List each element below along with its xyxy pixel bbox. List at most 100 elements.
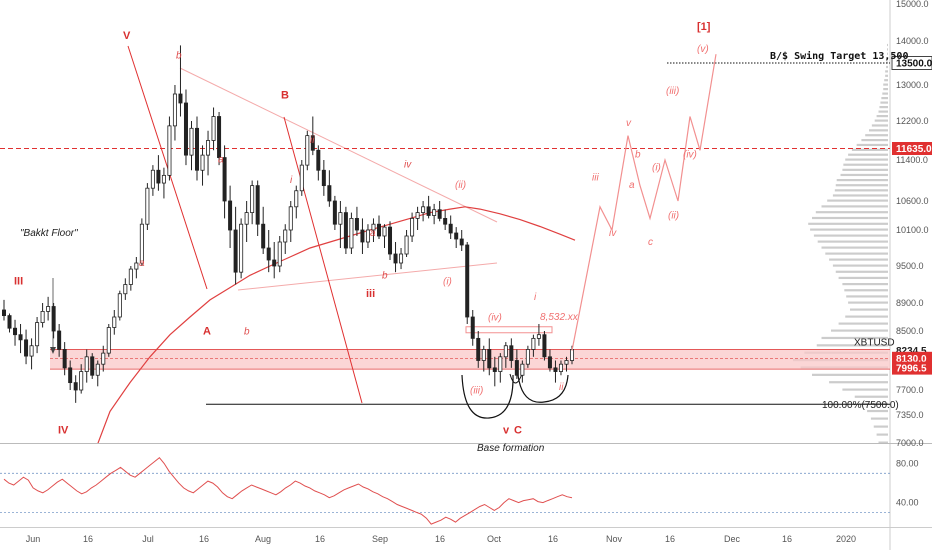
price-tag-0: 13500.0	[891, 56, 932, 70]
candle-68	[376, 215, 381, 239]
volume-bar-6	[854, 395, 888, 398]
volume-bar-67	[887, 52, 888, 55]
volume-bar-30	[813, 234, 888, 237]
annotation-10: a	[139, 258, 145, 269]
candle-4	[24, 329, 29, 365]
candle-39	[217, 112, 222, 166]
candle-26	[145, 183, 150, 230]
volume-bar-44	[845, 158, 888, 161]
candle-80	[443, 209, 448, 230]
candle-57	[316, 145, 321, 181]
volume-bar-64	[886, 65, 888, 69]
annotation-20: (iii)	[470, 386, 483, 397]
candle-41	[228, 185, 233, 248]
volume-bar-49	[865, 134, 888, 137]
annotation-21: ii	[559, 382, 564, 393]
annotation-27: [1]	[697, 21, 711, 33]
x-tick-0: Jun	[26, 534, 41, 544]
volume-bar-38	[834, 189, 888, 192]
volume-bar-26	[829, 258, 888, 261]
volume-bar-0	[878, 441, 888, 443]
candle-84	[465, 242, 470, 324]
candle-100	[553, 360, 558, 383]
candle-63	[349, 212, 354, 254]
candle-54	[299, 160, 304, 196]
x-tick-7: 16	[435, 534, 445, 544]
price-axis[interactable]: 15000.0 14000.0 13000.0 12200.0 11400.0 10600…	[896, 0, 929, 448]
y-tick-8: 8900.0	[896, 298, 924, 308]
annotation-23: v	[503, 424, 510, 436]
y-tick-5: 10600.0	[896, 196, 929, 206]
indicator-pane: 80.00 40.00	[0, 457, 919, 525]
candle-82	[454, 227, 459, 248]
x-tick-4: Aug	[255, 534, 271, 544]
volume-bar-18	[850, 308, 888, 311]
candle-29	[161, 167, 166, 199]
volume-bar-35	[821, 205, 888, 208]
x-tick-6: Sep	[372, 534, 388, 544]
volume-bar-9	[812, 373, 888, 376]
annotation-37: iv	[609, 228, 617, 239]
volume-bar-3	[870, 417, 888, 420]
annotation-22: IV	[58, 424, 69, 436]
triangle-upper-line	[179, 67, 498, 223]
candle-53	[294, 185, 299, 219]
volume-bar-21	[844, 289, 888, 292]
candle-95	[525, 345, 530, 368]
x-tick-2: Jul	[142, 534, 154, 544]
annotation-12: b	[382, 270, 388, 281]
candle-93	[514, 349, 519, 379]
annotation-8: "Bakkt Floor"	[20, 228, 78, 239]
y-tick-7: 9500.0	[896, 261, 924, 271]
candle-9	[51, 303, 56, 339]
support-zone	[50, 349, 890, 370]
candle-81	[448, 215, 453, 239]
candle-23	[128, 266, 133, 291]
ma-line	[97, 206, 576, 443]
candle-78	[432, 203, 437, 225]
candle-69	[382, 224, 387, 248]
volume-bar-4	[867, 409, 888, 413]
volume-bar-17	[845, 315, 888, 318]
time-axis[interactable]: Jun 16 Jul 16 Aug 16 Sep 16 Oct 16 Nov 16 Dec 16 2020	[26, 534, 856, 544]
x-tick-11: 16	[665, 534, 675, 544]
svg-text:8234.5: 8234.5	[896, 346, 927, 357]
triangle-lower-line	[237, 262, 498, 291]
base-arc-right	[517, 374, 569, 403]
candle-56	[310, 116, 315, 156]
volume-bar-1	[876, 433, 888, 436]
candle-79	[437, 201, 442, 222]
volume-profile	[793, 43, 888, 443]
candle-1	[7, 313, 12, 333]
y-tick-6: 10100.0	[896, 225, 929, 235]
annotation-26: 100.00%(7500.0)	[822, 400, 899, 411]
candle-65	[360, 218, 365, 254]
volume-bar-59	[883, 88, 888, 91]
annotation-32: (iv)	[683, 150, 697, 161]
candle-35	[195, 116, 200, 181]
annotation-19: 8,532.xx	[540, 312, 579, 323]
candle-17	[95, 360, 100, 387]
candle-34	[189, 121, 194, 171]
x-tick-5: 16	[315, 534, 325, 544]
candle-38	[211, 107, 216, 151]
y-tick-0: 15000.0	[896, 0, 929, 9]
candle-66	[365, 224, 370, 248]
bakkt-floor-arrowhead	[50, 347, 56, 354]
candle-90	[498, 353, 503, 383]
forecast-path	[571, 54, 717, 351]
candle-94	[520, 360, 525, 383]
annotation-33: (i)	[652, 162, 661, 173]
annotation-4: iv	[404, 160, 412, 171]
volume-bar-34	[815, 211, 888, 214]
x-tick-1: 16	[83, 534, 93, 544]
volume-bar-62	[885, 74, 888, 77]
volume-bar-15	[831, 329, 888, 332]
candle-62	[343, 206, 348, 254]
candle-72	[399, 248, 404, 270]
x-tick-13: 16	[782, 534, 792, 544]
y-tick-2: 13000.0	[896, 80, 929, 90]
